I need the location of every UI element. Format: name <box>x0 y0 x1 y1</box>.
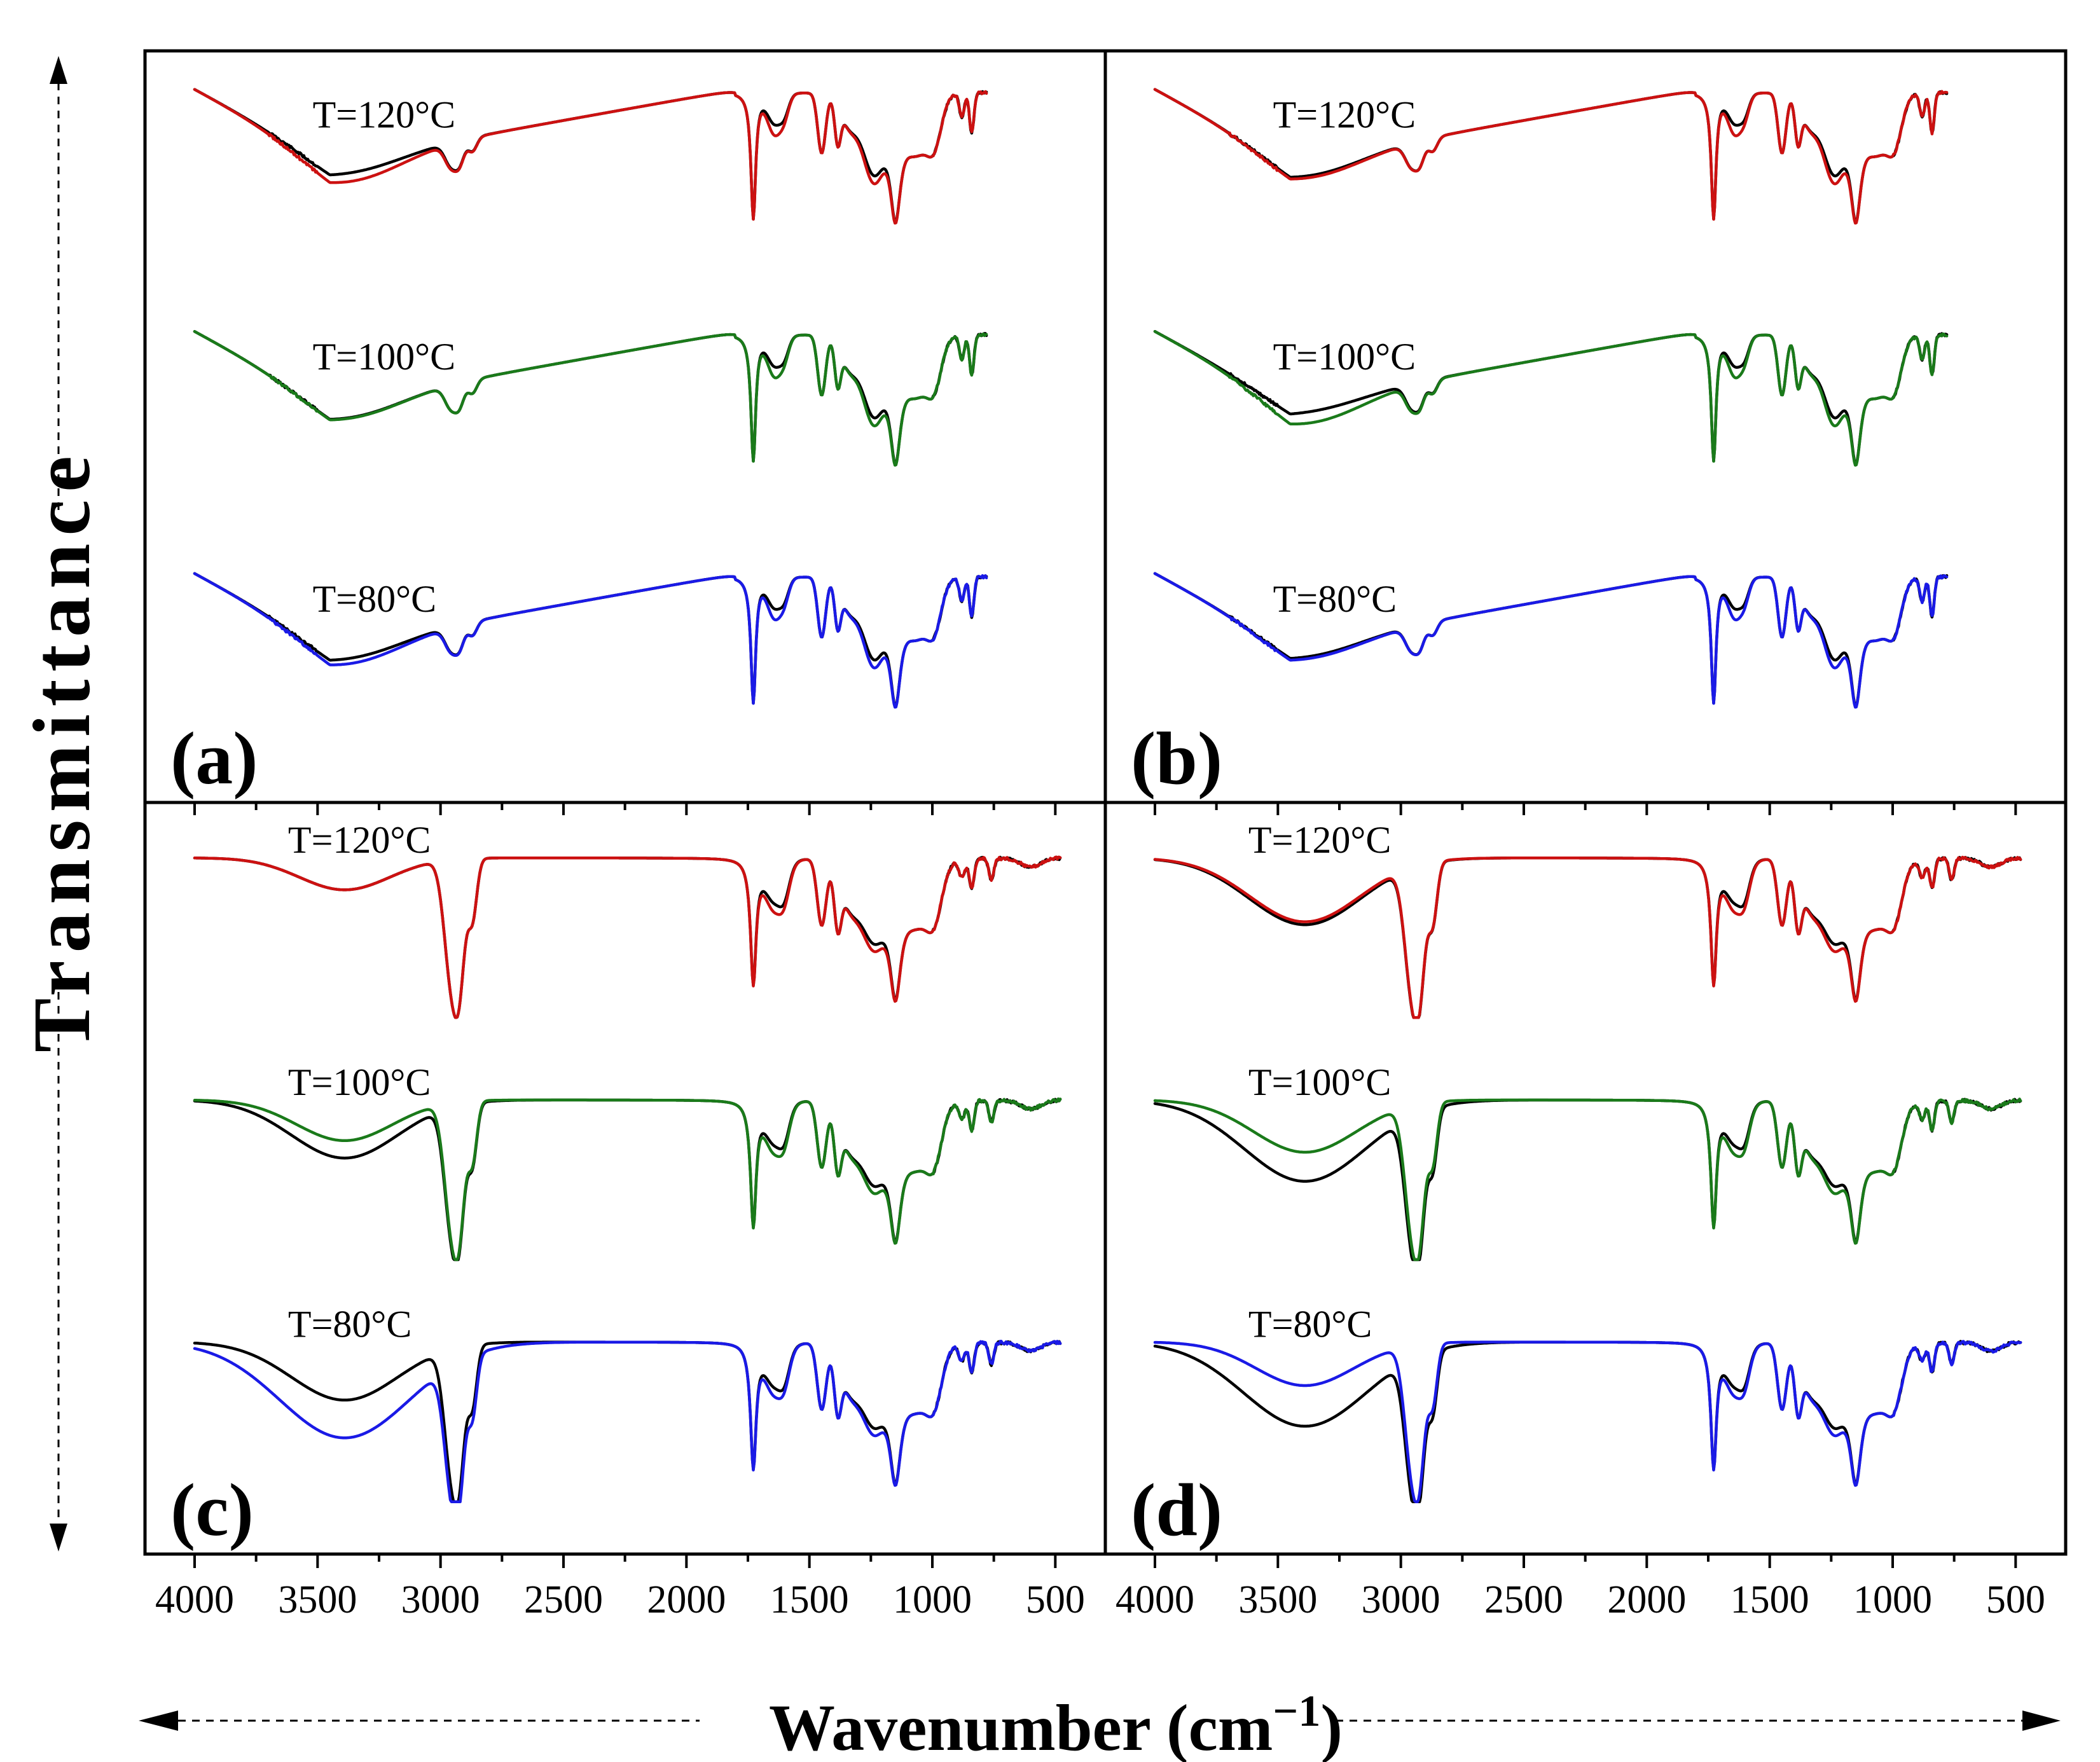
panel-frame <box>1103 49 2068 804</box>
temp-label: T=100°C <box>1248 1061 1392 1103</box>
x-tick-label: 2500 <box>1484 1578 1563 1621</box>
x-arrow-left-icon <box>139 1710 178 1731</box>
x-tick-label: 1500 <box>1730 1578 1809 1621</box>
panel-frame <box>143 801 1107 1556</box>
trace-reference-green-d <box>1153 1098 2022 1262</box>
x-tick-label: 1000 <box>1853 1578 1932 1621</box>
x-tick-label: 3000 <box>401 1578 480 1621</box>
temp-label: T=100°C <box>288 1061 431 1103</box>
panel-label: (d) <box>1131 1468 1222 1552</box>
panel-b: T=120°C T=100°C T=80°C (b) <box>1103 49 2068 815</box>
temp-label: T=80°C <box>1248 1303 1372 1345</box>
panel-frame <box>1103 801 2068 1556</box>
y-arrow-down-icon <box>50 1524 67 1552</box>
trace-reference-green-c <box>193 1098 1062 1262</box>
panel-label: (b) <box>1131 717 1222 800</box>
x-tick-label: 4000 <box>155 1578 234 1621</box>
panel-frame <box>143 49 1107 804</box>
x-tick-label: 2000 <box>647 1578 726 1621</box>
trace-reference-blue-c <box>193 1340 1062 1503</box>
trace-sample-blue-d <box>1153 1340 2022 1503</box>
trace-sample-blue-b <box>1153 572 1949 709</box>
temp-label: T=120°C <box>1273 93 1416 135</box>
trace-sample-red-a <box>193 88 988 225</box>
trace-sample-green-a <box>193 330 988 467</box>
x-tick-label: 2000 <box>1607 1578 1686 1621</box>
x-tick-label: 3000 <box>1362 1578 1440 1621</box>
x-tick-label: 3500 <box>1238 1578 1317 1621</box>
x-tick-label: 4000 <box>1116 1578 1194 1621</box>
trace-sample-blue-c <box>193 1339 1062 1503</box>
temp-label: T=80°C <box>288 1303 412 1345</box>
temp-label: T=100°C <box>1273 336 1416 378</box>
trace-sample-green-c <box>193 1097 1062 1262</box>
temp-label: T=120°C <box>288 819 431 861</box>
trace-reference-red-c <box>193 855 1062 1019</box>
trace-sample-green-d <box>1153 1098 2022 1262</box>
y-arrow-up-icon <box>50 56 67 84</box>
x-tick-label: 500 <box>1026 1578 1085 1621</box>
trace-sample-red-d <box>1153 855 2022 1019</box>
panels-group: T=120°C T=100°C T=80°C (a) T=120°C T=100°C T=8… <box>143 49 2068 1621</box>
panel-c: T=120°C T=100°C T=80°C (c) 4000 3500 3000 2500 2… <box>143 801 1107 1621</box>
trace-sample-blue-a <box>193 572 988 709</box>
x-tick-label: 1500 <box>770 1578 849 1621</box>
x-tick-label: 2500 <box>524 1578 603 1621</box>
temp-label: T=100°C <box>313 336 456 378</box>
trace-reference-red-d <box>1153 856 2022 1019</box>
panel-a: T=120°C T=100°C T=80°C (a) <box>143 49 1107 815</box>
panel-label: (c) <box>170 1468 254 1552</box>
x-tick-label: 500 <box>1986 1578 2045 1621</box>
trace-reference-blue-d <box>1153 1340 2022 1503</box>
x-tick-label: 1000 <box>893 1578 972 1621</box>
temp-label: T=120°C <box>313 93 456 135</box>
panel-d: T=120°C T=100°C T=80°C (d) 4000 3500 3000 2500 2… <box>1103 801 2068 1621</box>
temp-label: T=80°C <box>313 578 437 620</box>
x-arrow-right-icon <box>2022 1710 2061 1731</box>
trace-sample-red-c <box>193 855 1062 1019</box>
y-axis-title: Transmittance <box>17 448 107 1052</box>
trace-sample-red-b <box>1153 88 1949 225</box>
temp-label: T=80°C <box>1273 578 1397 620</box>
temp-label: T=120°C <box>1248 819 1392 861</box>
trace-sample-green-b <box>1153 330 1949 467</box>
x-axis-title: Wavenumber (cm−1) <box>769 1687 1343 1762</box>
panel-label: (a) <box>170 717 258 800</box>
x-tick-label: 3500 <box>278 1578 357 1621</box>
